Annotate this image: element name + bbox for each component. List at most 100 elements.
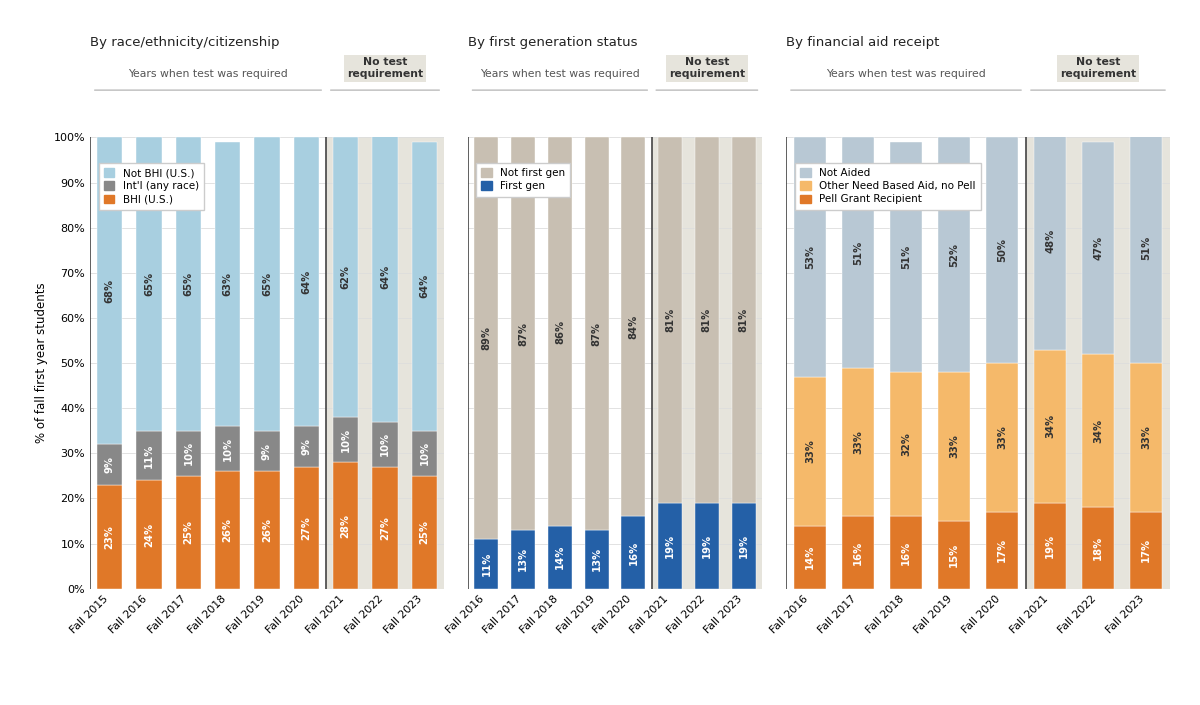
Bar xyxy=(794,376,826,525)
Text: 34%: 34% xyxy=(1045,414,1055,439)
Text: 87%: 87% xyxy=(518,321,528,345)
Text: 15%: 15% xyxy=(949,543,959,567)
Bar xyxy=(332,417,359,462)
Bar xyxy=(1082,142,1114,354)
Bar xyxy=(548,137,572,525)
Text: 26%: 26% xyxy=(262,518,272,542)
Text: 64%: 64% xyxy=(419,274,430,298)
Bar xyxy=(326,137,444,589)
Text: 10%: 10% xyxy=(419,441,430,465)
Legend: Not first gen, First gen: Not first gen, First gen xyxy=(476,163,570,197)
Bar xyxy=(1034,350,1066,503)
Text: 16%: 16% xyxy=(853,541,863,565)
Bar xyxy=(794,525,826,589)
Text: 19%: 19% xyxy=(665,534,676,558)
Text: 84%: 84% xyxy=(629,315,638,339)
Text: 10%: 10% xyxy=(223,436,233,461)
Bar xyxy=(1034,503,1066,589)
Bar xyxy=(97,137,122,444)
Text: 17%: 17% xyxy=(997,538,1007,563)
Text: 89%: 89% xyxy=(481,326,491,350)
Bar xyxy=(175,431,202,476)
Text: 28%: 28% xyxy=(341,513,350,537)
Bar xyxy=(1034,133,1066,350)
Text: 16%: 16% xyxy=(629,541,638,565)
Text: By first generation status: By first generation status xyxy=(468,37,637,49)
Bar xyxy=(548,525,572,589)
Bar xyxy=(890,142,922,372)
Text: 64%: 64% xyxy=(301,270,311,294)
Text: 10%: 10% xyxy=(341,428,350,452)
Bar xyxy=(622,137,646,517)
Bar xyxy=(332,462,359,589)
Bar xyxy=(1082,354,1114,508)
Text: 52%: 52% xyxy=(949,243,959,266)
Text: 33%: 33% xyxy=(853,430,863,454)
Bar xyxy=(372,133,397,422)
Text: 34%: 34% xyxy=(1093,419,1103,443)
Text: By race/ethnicity/citizenship: By race/ethnicity/citizenship xyxy=(90,37,280,49)
Text: 10%: 10% xyxy=(380,432,390,456)
Bar xyxy=(584,137,608,530)
Text: 33%: 33% xyxy=(949,434,959,458)
Bar xyxy=(511,137,535,530)
Text: 27%: 27% xyxy=(380,516,390,540)
Bar xyxy=(890,517,922,589)
Text: 24%: 24% xyxy=(144,522,154,546)
Bar xyxy=(938,521,970,589)
Text: 9%: 9% xyxy=(262,443,272,460)
Bar xyxy=(842,137,874,367)
Text: 63%: 63% xyxy=(223,272,233,296)
Bar xyxy=(372,422,397,467)
Bar xyxy=(1130,363,1162,512)
Text: 9%: 9% xyxy=(104,456,115,473)
Text: 33%: 33% xyxy=(1141,426,1151,450)
Text: 33%: 33% xyxy=(997,426,1007,450)
Text: Years when test was required: Years when test was required xyxy=(480,69,640,79)
Text: 81%: 81% xyxy=(665,308,676,332)
Text: 14%: 14% xyxy=(805,545,815,569)
Legend: Not BHI (U.S.), Int'l (any race), BHI (U.S.): Not BHI (U.S.), Int'l (any race), BHI (U… xyxy=(98,163,204,209)
Bar xyxy=(412,431,437,476)
Text: No test
requirement: No test requirement xyxy=(347,57,424,79)
Bar xyxy=(474,539,498,589)
Text: 50%: 50% xyxy=(997,238,1007,262)
Text: 16%: 16% xyxy=(901,541,911,565)
Text: 26%: 26% xyxy=(223,518,233,542)
Bar xyxy=(137,137,162,431)
Text: 23%: 23% xyxy=(104,525,115,548)
Text: 32%: 32% xyxy=(901,432,911,456)
Bar xyxy=(215,142,240,427)
Bar xyxy=(890,372,922,517)
Bar xyxy=(1130,133,1162,363)
Text: No test
requirement: No test requirement xyxy=(668,57,745,79)
Y-axis label: % of fall first year students: % of fall first year students xyxy=(35,283,48,443)
Text: 47%: 47% xyxy=(1093,236,1103,260)
Bar xyxy=(732,137,756,503)
Text: 81%: 81% xyxy=(702,308,712,332)
Text: 65%: 65% xyxy=(262,272,272,296)
Bar xyxy=(175,476,202,589)
Text: 13%: 13% xyxy=(592,547,601,572)
Text: 19%: 19% xyxy=(702,534,712,558)
Bar xyxy=(842,517,874,589)
Text: 51%: 51% xyxy=(901,245,911,269)
Text: 51%: 51% xyxy=(1141,236,1151,260)
Bar xyxy=(294,137,319,427)
Bar xyxy=(412,476,437,589)
Text: 17%: 17% xyxy=(1141,538,1151,563)
Text: No test
requirement: No test requirement xyxy=(1060,57,1136,79)
Bar xyxy=(412,142,437,431)
Bar xyxy=(372,467,397,589)
Bar xyxy=(254,431,280,472)
Bar xyxy=(97,485,122,589)
Bar xyxy=(938,372,970,521)
Bar xyxy=(695,137,719,503)
Text: 11%: 11% xyxy=(144,443,154,467)
Bar xyxy=(1082,508,1114,589)
Text: 11%: 11% xyxy=(481,552,491,576)
Text: 64%: 64% xyxy=(380,265,390,290)
Text: 25%: 25% xyxy=(184,520,193,544)
Bar xyxy=(175,137,202,431)
Bar xyxy=(732,503,756,589)
